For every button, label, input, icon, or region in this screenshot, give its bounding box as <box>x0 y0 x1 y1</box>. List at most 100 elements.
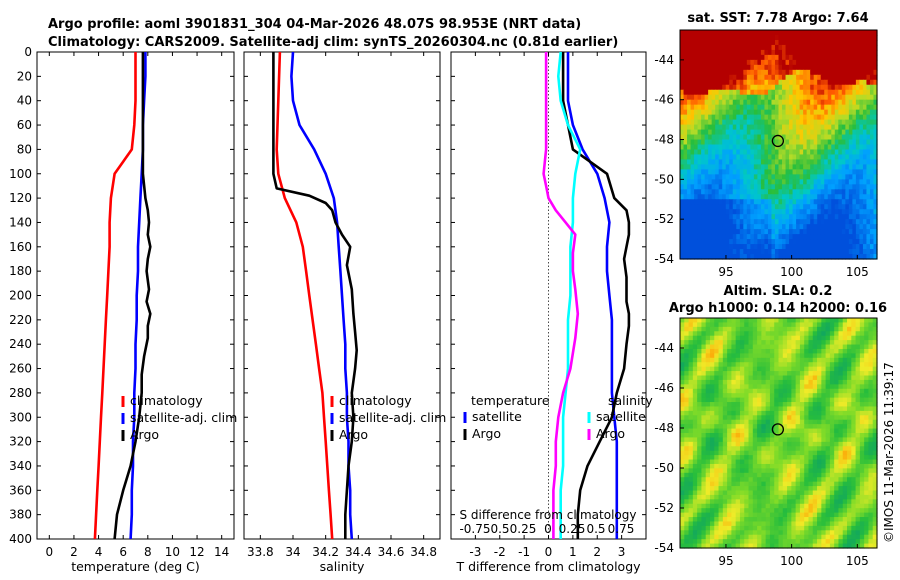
heatmap-cell <box>808 490 814 496</box>
heatmap-cell <box>817 375 822 381</box>
heatmap-cell <box>709 472 715 478</box>
heatmap-cell <box>774 74 780 81</box>
heatmap-cell <box>748 521 754 527</box>
heatmap-cell <box>743 229 748 235</box>
heatmap-cell <box>829 379 835 385</box>
heatmap-cell <box>764 134 769 141</box>
heatmap-cell <box>718 397 724 403</box>
heatmap-cell <box>688 410 694 416</box>
heatmap-cell <box>697 169 702 175</box>
x-tick-label: 6 <box>119 545 127 559</box>
heatmap-cell <box>859 94 864 101</box>
heatmap-cell <box>799 477 805 483</box>
heatmap-cell <box>753 69 758 76</box>
heatmap-cell <box>782 419 788 425</box>
heatmap-cell <box>727 468 732 474</box>
heatmap-cell <box>825 463 831 469</box>
heatmap-cell <box>705 393 711 399</box>
heatmap-cell <box>739 468 745 474</box>
heatmap-cell <box>688 424 694 430</box>
heatmap-cell <box>708 149 713 156</box>
heatmap-cell <box>821 335 827 341</box>
heatmap-cell <box>692 503 698 509</box>
heatmap-cell <box>680 397 685 403</box>
heatmap-cell <box>687 39 692 46</box>
heatmap-cell <box>692 477 698 483</box>
heatmap-cell <box>831 169 836 175</box>
heatmap-cell <box>752 335 758 341</box>
heatmap-cell <box>725 139 730 146</box>
heatmap-cell <box>760 199 766 205</box>
heatmap-cell <box>859 472 865 478</box>
heatmap-cell <box>825 393 831 399</box>
heatmap-cell <box>864 503 870 509</box>
heatmap-cell <box>701 393 707 399</box>
heatmap-cell <box>771 219 776 225</box>
heatmap-cell <box>862 64 868 71</box>
heatmap-cell <box>785 234 790 240</box>
heatmap-cell <box>739 104 744 111</box>
heatmap-cell <box>834 224 839 230</box>
heatmap-cell <box>757 326 762 332</box>
heatmap-cell <box>812 366 818 372</box>
heatmap-cell <box>718 388 724 394</box>
heatmap-cell <box>753 149 758 156</box>
heatmap-cell <box>735 459 741 465</box>
heatmap-cell <box>683 154 688 161</box>
heatmap-cell <box>848 254 853 260</box>
heatmap-cell <box>785 59 790 66</box>
heatmap-cell <box>796 224 801 230</box>
heatmap-cell <box>820 189 825 195</box>
heatmap-cell <box>750 224 755 230</box>
heatmap-cell <box>813 239 818 245</box>
heatmap-cell <box>711 64 716 71</box>
heatmap-cell <box>785 214 790 220</box>
x-axis-label: temperature (deg C) <box>71 559 200 574</box>
heatmap-cell <box>864 433 870 439</box>
heatmap-cell <box>736 214 741 220</box>
heatmap-cell <box>680 194 685 200</box>
heatmap-cell <box>782 499 788 505</box>
heatmap-cell <box>838 69 843 76</box>
heatmap-cell <box>791 379 797 385</box>
heatmap-cell <box>808 446 814 452</box>
heatmap-cell <box>785 219 790 225</box>
heatmap-cell <box>827 74 832 81</box>
heatmap-cell <box>799 344 805 350</box>
heatmap-cell <box>831 249 836 255</box>
heatmap-cell <box>705 419 711 425</box>
heatmap-cell <box>792 44 797 51</box>
heatmap-cell <box>785 79 790 86</box>
heatmap-cell <box>709 326 715 332</box>
heatmap-cell <box>799 164 804 170</box>
heatmap-cell <box>688 521 694 527</box>
heatmap-cell <box>694 154 699 161</box>
heatmap-cell <box>872 517 878 523</box>
heatmap-cell <box>795 446 801 452</box>
heatmap-cell <box>787 353 792 359</box>
heatmap-cell <box>701 512 707 518</box>
heatmap-cell <box>736 54 741 61</box>
heatmap-cell <box>785 114 790 121</box>
heatmap-cell <box>718 428 724 434</box>
heatmap-cell <box>817 468 822 474</box>
heatmap-cell <box>771 164 776 170</box>
heatmap-cell <box>705 402 711 408</box>
heatmap-cell <box>715 139 720 146</box>
heatmap-cell <box>761 419 767 425</box>
heatmap-cell <box>838 119 843 126</box>
heatmap-cell <box>789 134 794 141</box>
heatmap-cell <box>847 437 852 443</box>
heatmap-cell <box>813 104 818 111</box>
heatmap-cell <box>799 428 805 434</box>
heatmap-cell <box>869 234 875 240</box>
heatmap-cell <box>735 371 741 377</box>
heatmap-cell <box>711 109 716 116</box>
heatmap-cell <box>718 340 724 346</box>
heatmap-cell <box>827 99 832 106</box>
heatmap-cell <box>765 508 771 514</box>
heatmap-cell <box>842 406 848 412</box>
heatmap-cell <box>690 30 695 36</box>
heatmap-cell <box>806 104 811 111</box>
